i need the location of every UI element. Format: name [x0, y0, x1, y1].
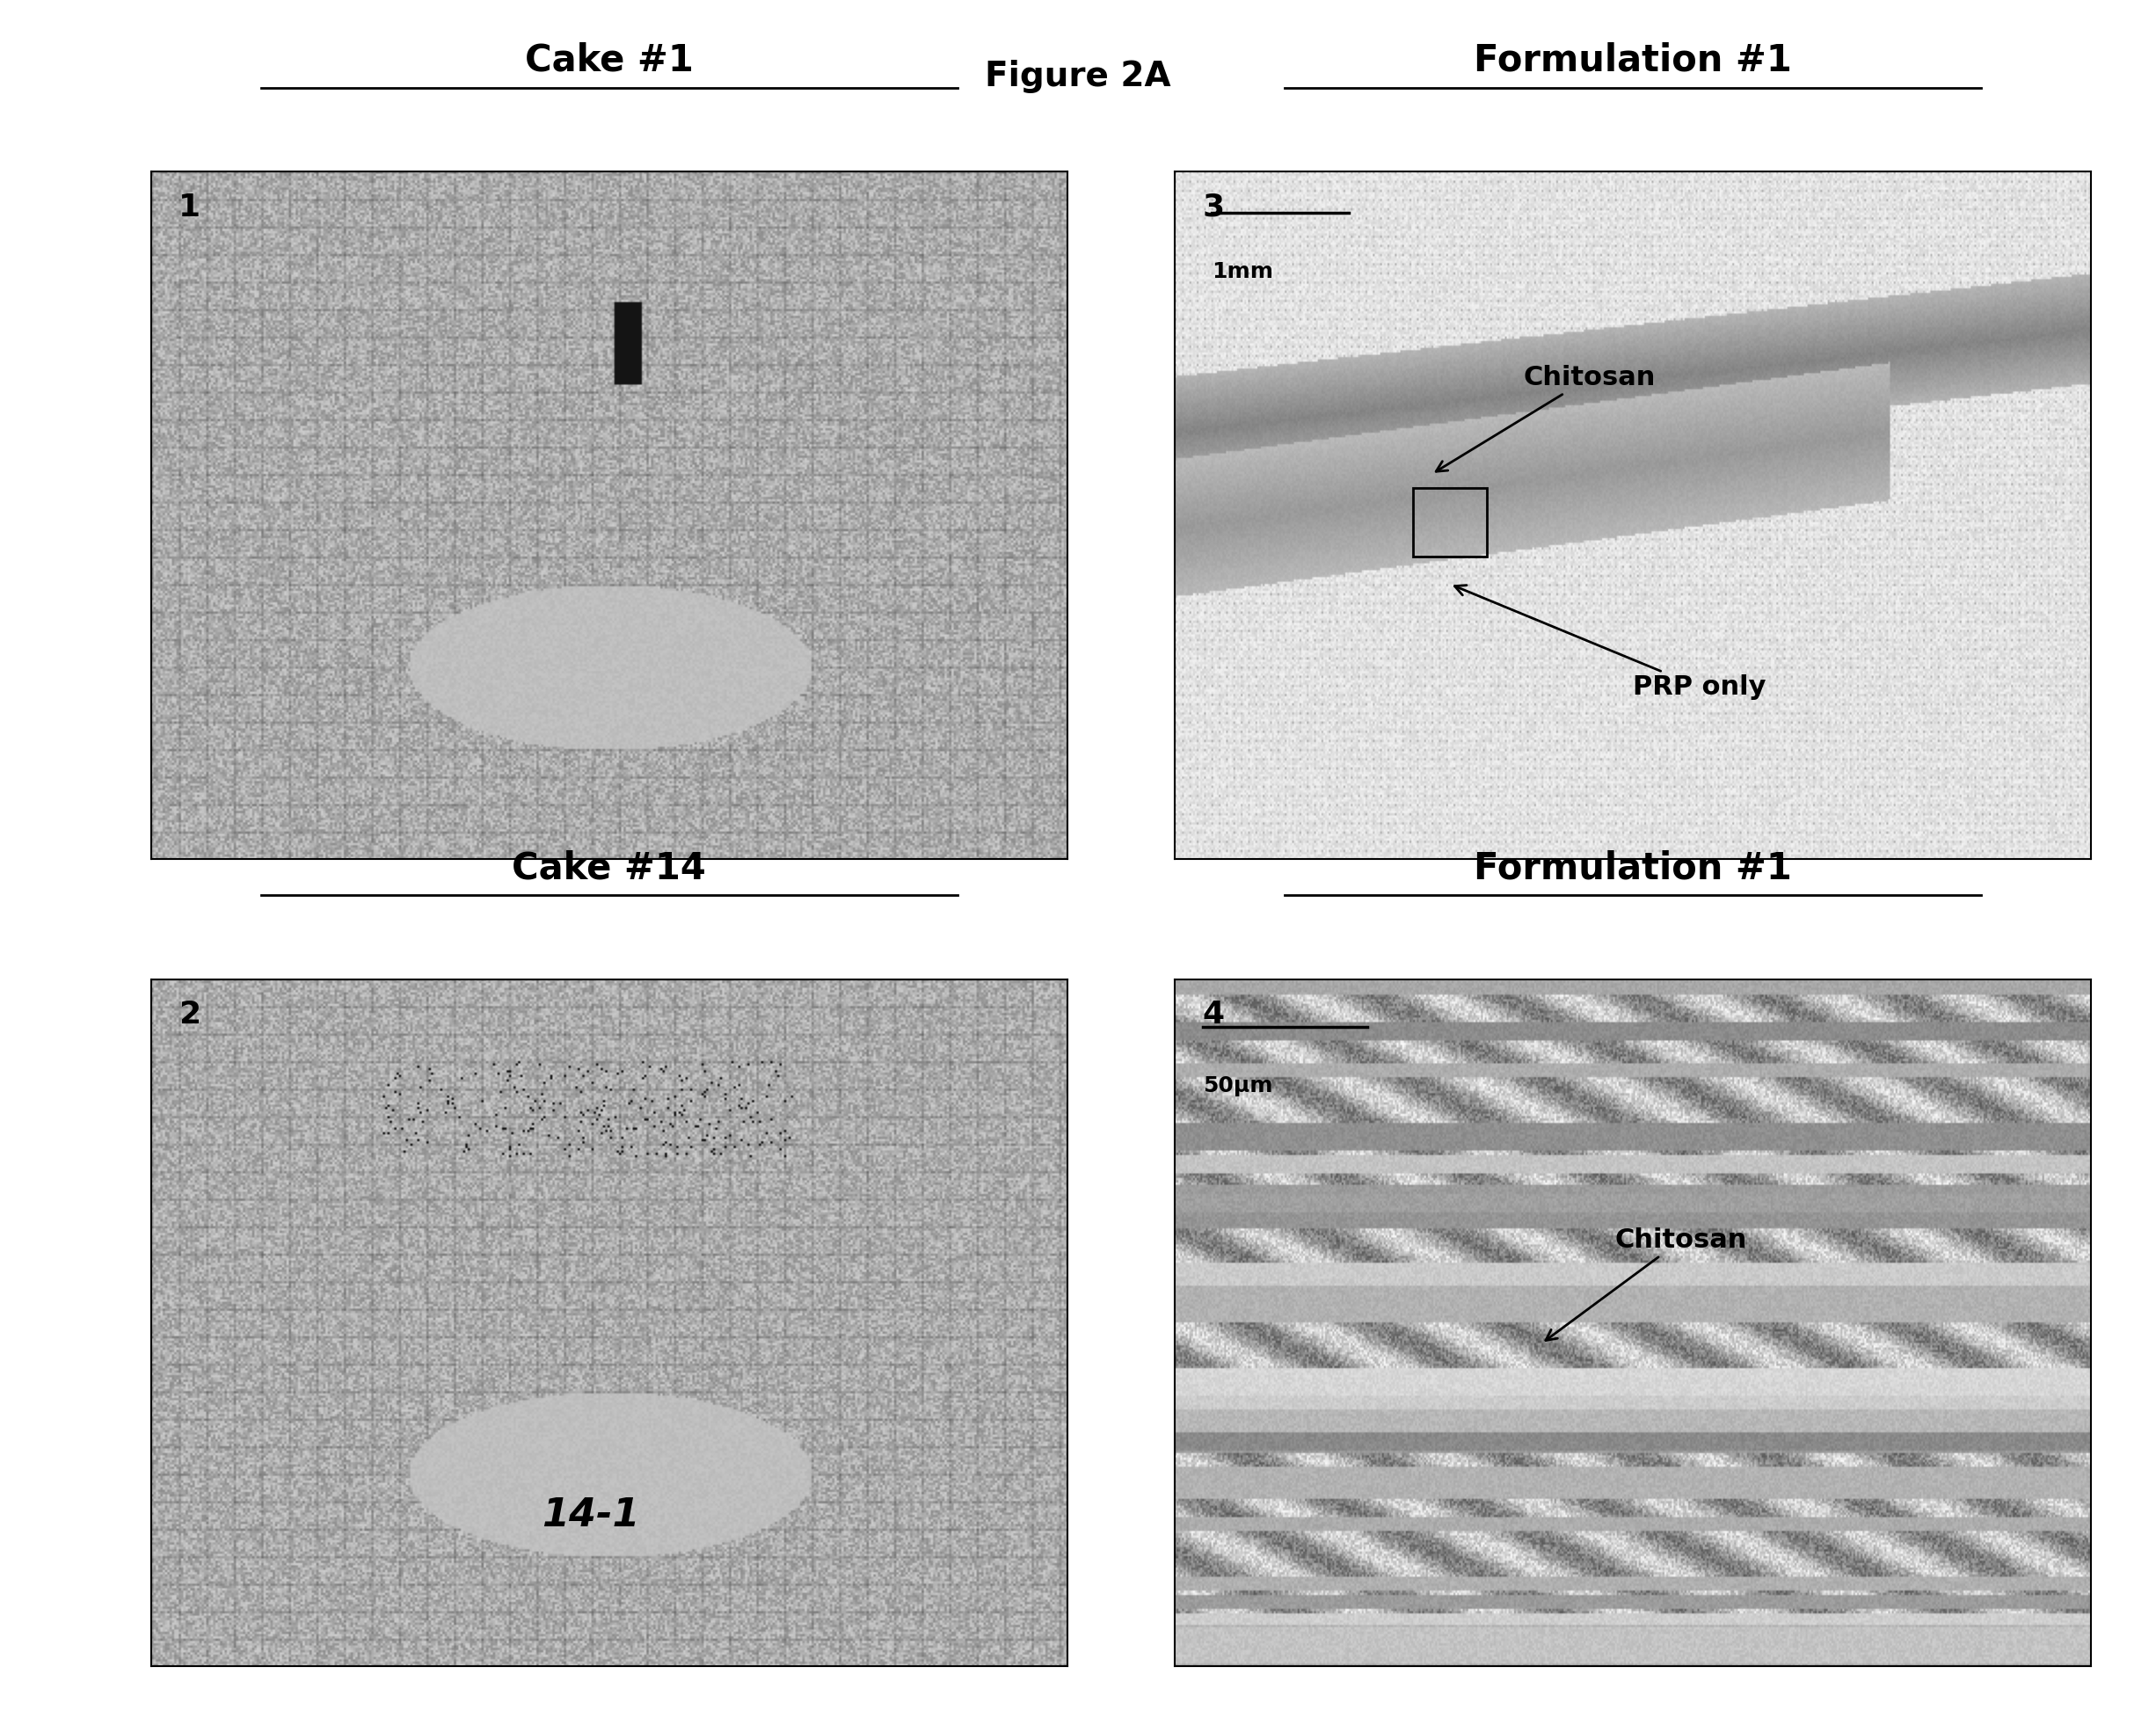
Text: Formulation #1: Formulation #1	[1475, 43, 1792, 79]
Text: Cake #1: Cake #1	[524, 43, 694, 79]
Text: 2: 2	[179, 1000, 201, 1029]
Text: Figure 2A: Figure 2A	[985, 60, 1171, 93]
Text: Chitosan: Chitosan	[1546, 1228, 1746, 1340]
Text: 4: 4	[1203, 1000, 1225, 1029]
Text: PRP only: PRP only	[1455, 586, 1766, 699]
Text: Chitosan: Chitosan	[1436, 366, 1656, 471]
Text: 14-1: 14-1	[541, 1496, 640, 1534]
Bar	[1414, 488, 1485, 557]
Text: 1: 1	[179, 192, 201, 222]
Text: 1mm: 1mm	[1212, 261, 1274, 282]
Text: Formulation #1: Formulation #1	[1475, 850, 1792, 886]
Text: Cake #14: Cake #14	[511, 850, 707, 886]
Text: 3: 3	[1203, 192, 1225, 222]
Text: 50μm: 50μm	[1203, 1075, 1272, 1096]
